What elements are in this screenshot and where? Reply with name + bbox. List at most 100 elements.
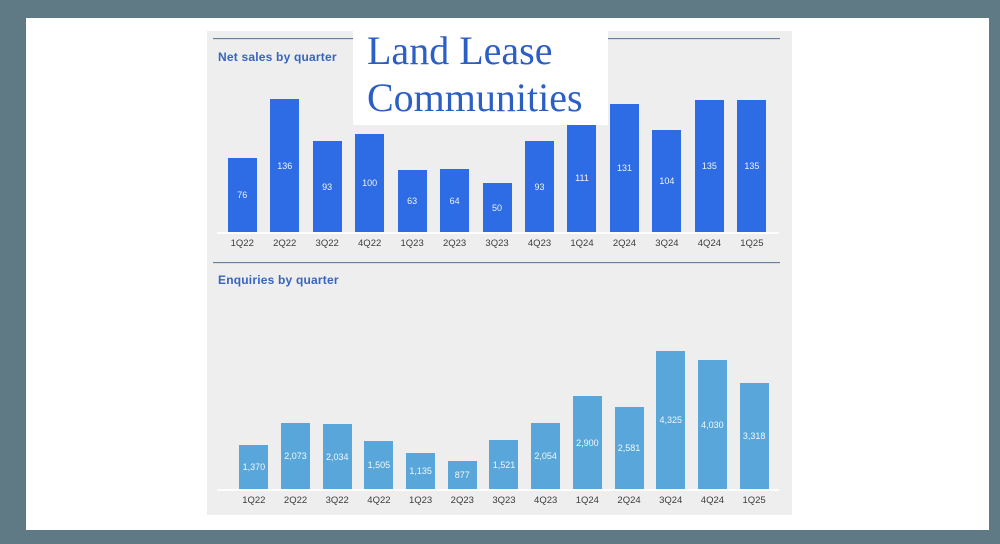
bar-value-label: 111 xyxy=(575,172,589,183)
x-tick-label: 4Q22 xyxy=(367,495,391,506)
chart-column: 2,034 xyxy=(316,351,358,489)
bar: 111 xyxy=(567,123,597,232)
bar-value-label: 4,325 xyxy=(659,415,682,425)
bar-value-label: 2,581 xyxy=(617,443,641,453)
bar-value-label: 2,900 xyxy=(576,437,599,448)
x-tick-label: 1Q23 xyxy=(408,495,433,506)
bar-value-label: 93 xyxy=(534,181,545,192)
bar-value-label: 131 xyxy=(616,163,632,173)
bar-value-label: 100 xyxy=(362,178,378,188)
bar: 93 xyxy=(525,141,555,232)
bar: 1,135 xyxy=(406,453,436,489)
enquiries-axis-line xyxy=(217,489,779,491)
bar: 877 xyxy=(447,461,477,489)
x-tick-label: 4Q23 xyxy=(534,495,558,506)
bar-value-label: 2,054 xyxy=(534,451,557,461)
bar-value-label: 1,135 xyxy=(409,466,432,476)
bar: 104 xyxy=(652,130,682,232)
chart-column: 2,054 xyxy=(525,351,567,489)
bar-value-label: 1,505 xyxy=(367,460,391,470)
logo-text-line2: Communities xyxy=(367,75,583,120)
chart-column: 135 xyxy=(731,99,773,232)
slide-card: Net sales by quarter 76 136 93 100 63 64 50 93 1… xyxy=(26,18,989,530)
bar-value-label: 93 xyxy=(322,181,333,192)
chart-column: 1,370 xyxy=(233,351,275,489)
x-tick-label: 1Q25 xyxy=(742,495,766,506)
x-tick-label: 3Q22 xyxy=(315,238,339,249)
bar: 2,034 xyxy=(322,424,352,489)
enquiries-x-ticks: 1Q22 2Q22 3Q22 4Q22 1Q23 2Q23 3Q23 4Q23 1Q24 2Q24… xyxy=(233,495,775,506)
x-tick-label: 4Q24 xyxy=(700,495,725,506)
enquiries-chart-title: Enquiries by quarter xyxy=(218,273,339,287)
bar-value-label: 63 xyxy=(407,196,418,206)
net-sales-bars: 76 136 93 100 63 64 50 93 111 131 104 135 135 xyxy=(221,99,773,232)
x-tick-label: 1Q24 xyxy=(570,238,594,249)
logo-text-line1: Land Lease xyxy=(367,28,553,73)
bar: 1,505 xyxy=(364,441,394,489)
bar-value-label: 135 xyxy=(744,161,760,171)
bar: 2,581 xyxy=(614,407,644,489)
chart-column: 1,505 xyxy=(358,351,400,489)
chart-column: 3,318 xyxy=(733,351,775,489)
chart-column: 64 xyxy=(433,99,475,232)
chart-column: 2,073 xyxy=(275,351,317,489)
chart-column: 1,521 xyxy=(483,351,525,489)
chart-column: 2,581 xyxy=(608,351,650,489)
chart-column: 136 xyxy=(263,99,305,232)
chart-column: 4,030 xyxy=(692,351,734,489)
x-tick-label: 2Q22 xyxy=(283,495,308,506)
chart-column: 1,135 xyxy=(400,351,442,489)
x-tick-label: 3Q23 xyxy=(492,495,516,506)
bar: 93 xyxy=(312,141,342,232)
chart-column: 76 xyxy=(221,99,263,232)
bar: 136 xyxy=(270,99,300,232)
chart-column: 93 xyxy=(518,99,560,232)
x-tick-label: 2Q22 xyxy=(273,238,297,249)
x-tick-label: 2Q23 xyxy=(442,238,467,249)
x-tick-label: 1Q22 xyxy=(230,238,254,249)
chart-column: 63 xyxy=(391,99,433,232)
bar: 2,054 xyxy=(531,423,561,489)
bar-value-label: 2,073 xyxy=(284,451,307,461)
bar: 2,900 xyxy=(572,396,602,489)
chart-column: 100 xyxy=(348,99,390,232)
bar-value-label: 1,521 xyxy=(492,459,516,470)
bar-value-label: 64 xyxy=(449,195,460,206)
bar-value-label: 877 xyxy=(454,470,470,480)
chart-column: 93 xyxy=(306,99,348,232)
x-tick-label: 2Q24 xyxy=(612,238,637,249)
bar-value-label: 50 xyxy=(492,202,503,213)
x-tick-label: 2Q23 xyxy=(450,495,474,506)
x-tick-label: 3Q24 xyxy=(655,238,679,249)
bar: 76 xyxy=(227,158,257,232)
net-sales-chart-title: Net sales by quarter xyxy=(218,50,337,64)
chart-column: 104 xyxy=(646,99,688,232)
bar: 2,073 xyxy=(281,423,311,489)
x-tick-label: 4Q23 xyxy=(527,238,552,249)
chart-column: 877 xyxy=(441,351,483,489)
chart-column: 2,900 xyxy=(567,351,609,489)
logo-overlay: Land Lease Communities xyxy=(353,25,608,125)
enquiries-bars: 1,370 2,073 2,034 1,505 1,135 877 1,521 2,054 2,… xyxy=(233,351,775,489)
x-tick-label: 3Q22 xyxy=(325,495,349,506)
net-sales-x-ticks: 1Q22 2Q22 3Q22 4Q22 1Q23 2Q23 3Q23 4Q23 1Q24 2Q24… xyxy=(221,238,773,249)
bar: 100 xyxy=(355,134,385,232)
bar-value-label: 76 xyxy=(237,190,248,200)
x-tick-label: 4Q22 xyxy=(358,238,382,249)
bar: 1,370 xyxy=(239,445,269,489)
chart-column: 4,325 xyxy=(650,351,692,489)
bar: 63 xyxy=(397,170,427,232)
x-tick-label: 1Q25 xyxy=(740,238,764,249)
bar: 4,030 xyxy=(697,360,727,489)
x-tick-label: 3Q23 xyxy=(485,238,509,249)
chart-column: 131 xyxy=(603,99,645,232)
bar-value-label: 136 xyxy=(277,160,293,171)
bar-value-label: 4,030 xyxy=(701,419,724,430)
x-tick-label: 1Q22 xyxy=(242,495,266,506)
bar-value-label: 135 xyxy=(701,161,717,171)
bar: 50 xyxy=(482,183,512,232)
bar-value-label: 104 xyxy=(659,176,675,186)
net-sales-axis-line xyxy=(217,232,779,234)
x-tick-label: 1Q23 xyxy=(400,238,424,249)
